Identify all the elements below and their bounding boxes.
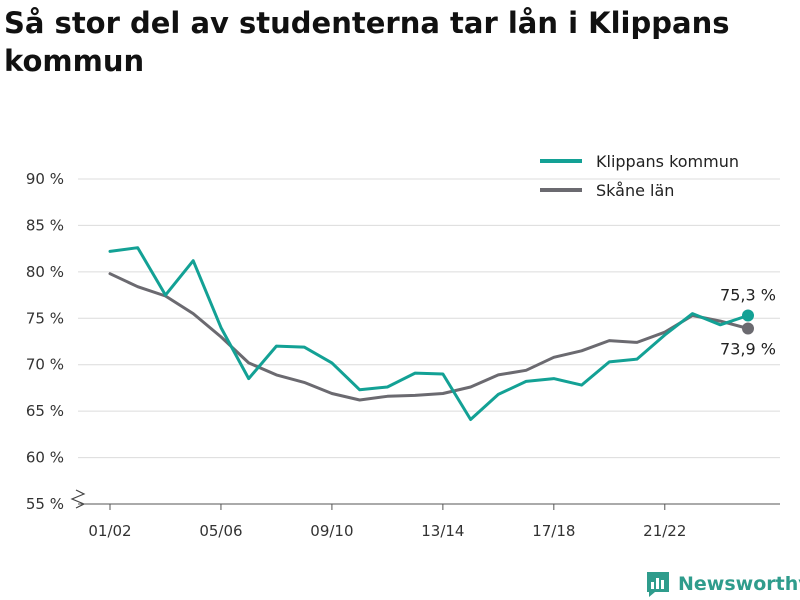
series-end-point <box>742 309 754 322</box>
axis-break-icon <box>70 489 86 509</box>
y-tick-label: 90 % <box>26 170 64 188</box>
x-tick-label: 09/10 <box>310 522 353 540</box>
x-tick-label: 05/06 <box>199 522 242 540</box>
legend: Klippans kommun Skåne län <box>540 152 739 200</box>
brand-logo[interactable]: Newsworthy <box>645 569 800 599</box>
y-tick-label: 60 % <box>26 449 64 467</box>
y-tick-label: 70 % <box>26 356 64 374</box>
y-axis-ticks: 55 % 60 % 65 % 70 % 75 % 80 % 85 % 90 % <box>26 170 64 513</box>
legend-label: Skåne län <box>596 181 674 200</box>
y-tick-label: 75 % <box>26 309 64 327</box>
brand-name: Newsworthy <box>678 573 800 595</box>
grid-lines <box>78 178 780 505</box>
series-line <box>108 246 750 421</box>
series-lines <box>108 246 750 421</box>
end-value-label: 73,9 % <box>720 340 776 359</box>
newsworthy-logo-icon <box>647 572 669 597</box>
x-tick-label: 13/14 <box>421 522 464 540</box>
chart-title: Så stor del av studenterna tar lån i Kli… <box>4 6 730 78</box>
y-tick-label: 85 % <box>26 216 64 234</box>
series-end-point <box>742 322 754 335</box>
x-axis: 01/02 05/06 09/10 13/14 17/18 21/22 <box>78 503 780 540</box>
legend-label: Klippans kommun <box>596 152 739 171</box>
y-tick-label: 80 % <box>26 263 64 281</box>
y-tick-label: 65 % <box>26 402 64 420</box>
series-line <box>108 272 750 402</box>
x-tick-label: 17/18 <box>532 522 575 540</box>
axis-break-mark <box>70 489 86 509</box>
x-tick-label: 21/22 <box>643 522 686 540</box>
end-value-label: 75,3 % <box>720 286 776 305</box>
x-tick-label: 01/02 <box>88 522 131 540</box>
y-tick-label: 55 % <box>26 495 64 513</box>
series-endpoints: 75,3 % 73,9 % <box>720 286 776 359</box>
